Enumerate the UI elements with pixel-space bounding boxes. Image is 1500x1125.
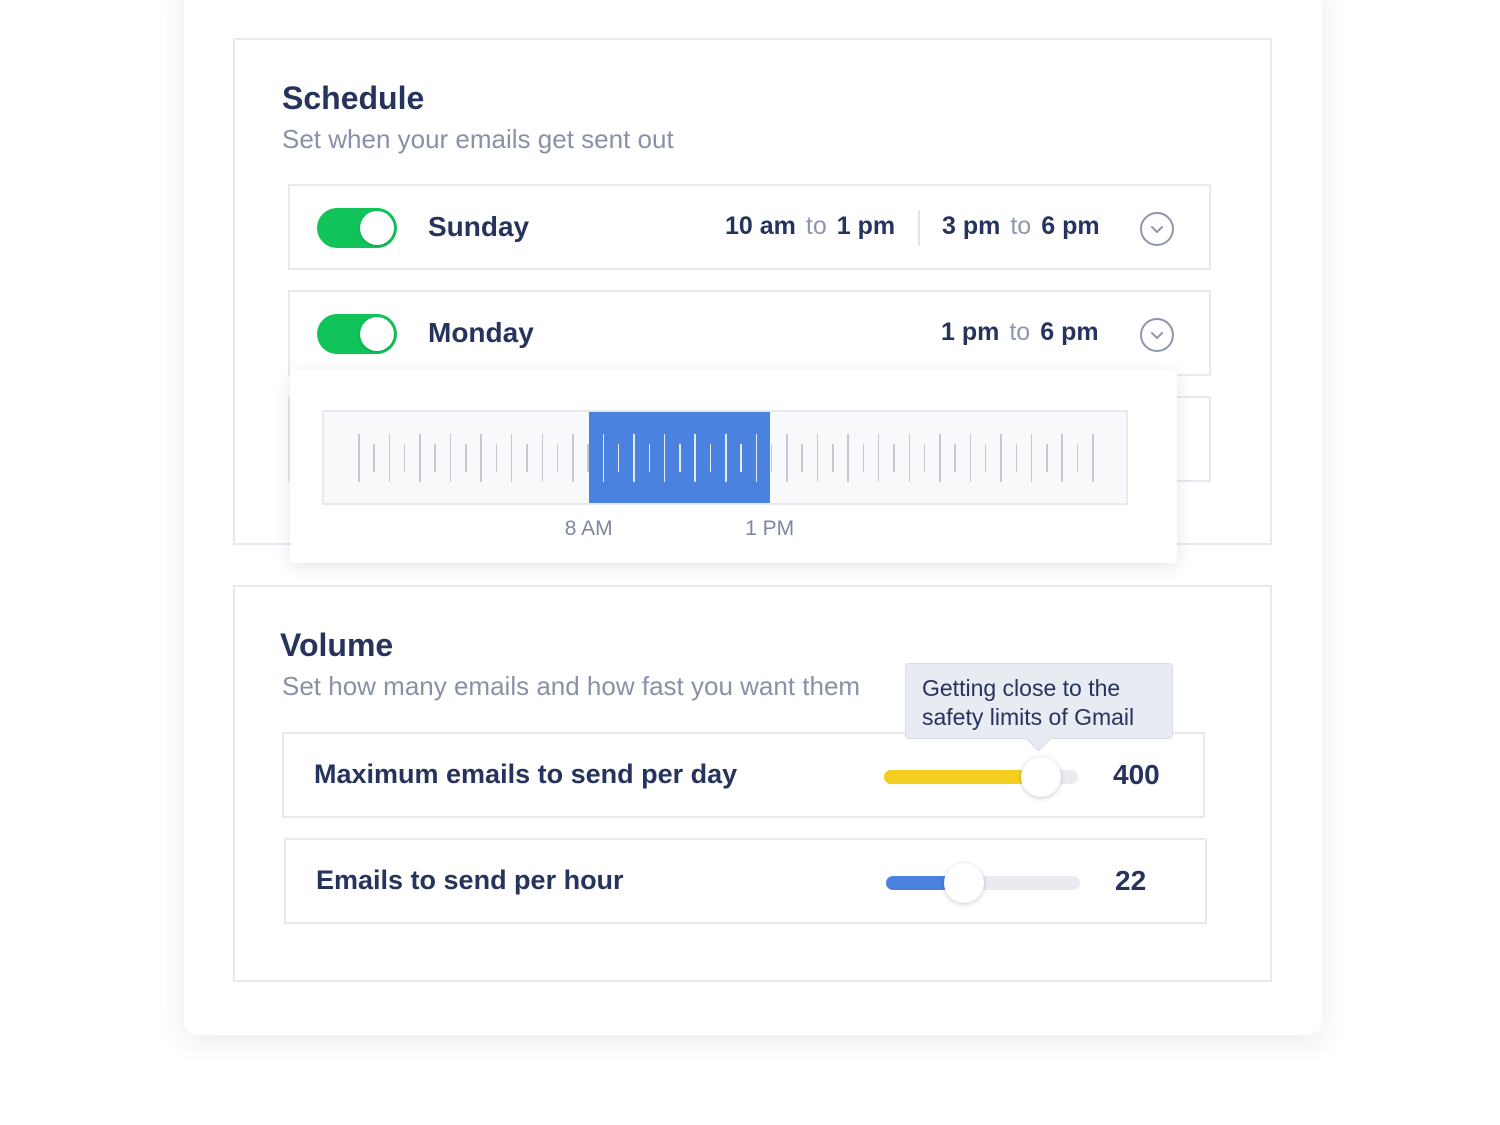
timeline-popover: 8 AM 1 PM xyxy=(290,370,1177,563)
schedule-subtitle: Set when your emails get sent out xyxy=(282,124,674,154)
timeline-tick xyxy=(939,433,941,482)
timeline-tick xyxy=(832,443,834,472)
timeline-tick xyxy=(862,443,865,472)
max-per-day-value: 400 xyxy=(1113,759,1160,790)
chevron-down-icon xyxy=(1151,331,1163,339)
time-range[interactable]: 10 am to 1 pm xyxy=(725,212,895,241)
schedule-title: Schedule xyxy=(282,80,425,116)
timeline-tick xyxy=(526,443,528,472)
timeline-tick xyxy=(465,443,467,472)
timeline-tick xyxy=(1000,433,1002,482)
timeline-tick xyxy=(923,443,926,472)
timeline-tick xyxy=(373,443,375,472)
timeline-tick xyxy=(694,433,696,482)
timeline-tick xyxy=(388,433,391,482)
chevron-down-icon xyxy=(1151,225,1163,233)
timeline-tick xyxy=(1076,443,1079,472)
toggle-knob xyxy=(360,211,394,245)
timeline-tick xyxy=(725,433,727,482)
per-hour-value: 22 xyxy=(1115,865,1147,896)
timeline-tick xyxy=(954,443,956,472)
timeline-tick xyxy=(786,433,788,482)
timeline-tick xyxy=(770,443,773,472)
timeline-tick xyxy=(877,433,880,482)
day-name: Monday xyxy=(428,317,534,348)
gmail-limit-tooltip: Getting close to the safety limits of Gm… xyxy=(905,663,1173,752)
expand-sunday-button[interactable] xyxy=(1140,212,1174,246)
timeline-tick xyxy=(587,443,589,472)
timeline-tick xyxy=(908,433,910,482)
day-row-sunday: Sunday 10 am to 1 pm 3 pm to 6 pm xyxy=(288,184,1211,270)
timeline-tick xyxy=(893,443,895,472)
time-from: 3 pm xyxy=(942,212,1001,240)
time-to-word: to xyxy=(1009,318,1031,346)
timeline-tick xyxy=(969,433,972,482)
timeline-tick xyxy=(434,443,436,472)
timeline-tick xyxy=(1015,443,1018,472)
timeline-tick xyxy=(1046,443,1048,472)
max-per-day-row: Maximum emails to send per day 400 xyxy=(282,732,1205,818)
timeline-tick xyxy=(1061,433,1063,482)
time-from: 10 am xyxy=(725,212,796,240)
timeline-tick xyxy=(679,443,681,472)
timeline-tick xyxy=(556,443,559,472)
timeline-tick xyxy=(847,433,849,482)
tooltip-line-2: safety limits of Gmail xyxy=(922,704,1135,730)
time-range[interactable]: 3 pm to 6 pm xyxy=(942,212,1100,241)
timeline-tick xyxy=(541,433,543,482)
range-divider xyxy=(918,210,920,246)
timeline-track[interactable] xyxy=(322,410,1128,505)
day-name: Sunday xyxy=(428,211,530,242)
time-to: 6 pm xyxy=(1040,318,1099,346)
slider-fill xyxy=(884,770,1042,784)
timeline-tick xyxy=(801,443,803,472)
timeline-tick xyxy=(709,443,712,472)
timeline-tick xyxy=(648,443,651,472)
timeline-tick xyxy=(572,433,574,482)
expand-monday-button[interactable] xyxy=(1140,318,1174,352)
max-per-day-slider[interactable] xyxy=(884,757,1078,797)
timeline-tick xyxy=(663,433,666,482)
timeline-tick xyxy=(1030,433,1033,482)
time-to: 6 pm xyxy=(1041,212,1100,240)
slider-thumb[interactable] xyxy=(1021,757,1062,797)
timeline-tick xyxy=(633,433,635,482)
sunday-toggle[interactable] xyxy=(317,208,397,248)
timeline-tick xyxy=(358,433,360,482)
timeline-tick xyxy=(419,433,421,482)
timeline-tick xyxy=(816,433,819,482)
per-hour-label: Emails to send per hour xyxy=(316,865,624,895)
timeline-tick xyxy=(449,433,452,482)
timeline-tick xyxy=(403,443,406,472)
timeline-tick xyxy=(495,443,498,472)
timeline-tick xyxy=(480,433,482,482)
tooltip-line-1: Getting close to the xyxy=(922,675,1121,701)
timeline-tick xyxy=(602,433,605,482)
per-hour-row: Emails to send per hour 22 xyxy=(284,838,1207,924)
volume-title: Volume xyxy=(280,627,394,663)
timeline-tick xyxy=(1092,433,1094,482)
timeline-tick xyxy=(755,433,758,482)
monday-toggle[interactable] xyxy=(317,314,397,354)
timeline-tick xyxy=(984,443,987,472)
time-to: 1 pm xyxy=(836,212,896,240)
time-to-word: to xyxy=(1010,212,1032,240)
per-hour-slider[interactable] xyxy=(886,863,1080,903)
max-per-day-label: Maximum emails to send per day xyxy=(314,759,738,789)
day-row-monday: Monday 1 pm to 6 pm xyxy=(288,290,1211,376)
volume-subtitle: Set how many emails and how fast you wan… xyxy=(282,671,861,701)
time-to-word: to xyxy=(805,212,827,240)
toggle-knob xyxy=(360,317,394,351)
selection-start-label: 8 AM xyxy=(564,517,613,540)
time-from: 1 pm xyxy=(941,318,1000,346)
selection-end-label: 1 PM xyxy=(745,517,795,540)
timeline-tick xyxy=(510,433,513,482)
timeline-tick xyxy=(740,443,742,472)
timeline-tick xyxy=(617,443,620,472)
slider-thumb[interactable] xyxy=(943,863,984,903)
time-range[interactable]: 1 pm to 6 pm xyxy=(941,318,1099,347)
